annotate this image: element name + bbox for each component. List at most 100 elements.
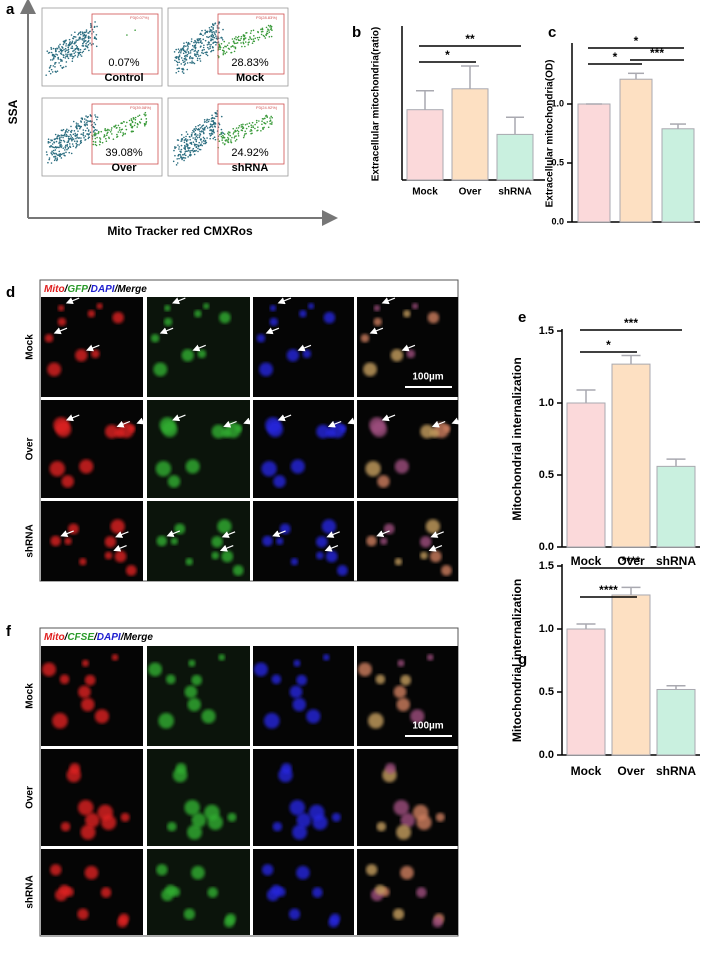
micrograph bbox=[147, 646, 250, 746]
gate bbox=[91, 13, 159, 75]
event-dot bbox=[54, 66, 56, 68]
event-dot bbox=[184, 139, 186, 141]
cell bbox=[201, 709, 216, 724]
header-part: DAPI bbox=[97, 632, 121, 643]
event-dot bbox=[182, 72, 185, 74]
event-dot bbox=[176, 67, 179, 70]
event-dot bbox=[58, 46, 60, 49]
event-dot bbox=[185, 131, 188, 133]
event-dot bbox=[117, 124, 120, 127]
event-dot bbox=[58, 62, 60, 64]
event-dot bbox=[240, 37, 242, 40]
event-dot bbox=[46, 153, 48, 156]
event-dot bbox=[105, 140, 108, 142]
cell bbox=[375, 674, 386, 685]
cell bbox=[302, 349, 312, 359]
event-dot bbox=[199, 144, 202, 147]
event-dot bbox=[55, 152, 57, 155]
event-dot bbox=[54, 133, 57, 136]
event-dot bbox=[252, 29, 255, 32]
cell bbox=[217, 519, 232, 534]
event-dot bbox=[191, 57, 194, 60]
event-dot bbox=[194, 144, 196, 147]
event-dot bbox=[75, 125, 78, 128]
event-dot bbox=[261, 117, 264, 120]
event-dot bbox=[182, 46, 185, 48]
cell bbox=[322, 654, 330, 661]
event-dot bbox=[181, 153, 184, 156]
cell bbox=[325, 550, 338, 563]
event-dot bbox=[234, 129, 236, 132]
event-dot bbox=[87, 32, 89, 34]
event-dot bbox=[56, 47, 59, 50]
event-dot bbox=[133, 117, 135, 120]
event-dot bbox=[231, 136, 233, 139]
image-bg bbox=[41, 646, 143, 746]
event-dot bbox=[221, 137, 224, 139]
event-dot bbox=[240, 35, 243, 38]
row-label: Over bbox=[25, 437, 36, 460]
header-part: / bbox=[64, 632, 69, 643]
micrograph bbox=[253, 749, 354, 846]
event-dot bbox=[199, 134, 201, 137]
event-dot bbox=[212, 137, 215, 140]
event-dot bbox=[211, 133, 214, 135]
event-dot bbox=[50, 46, 52, 49]
event-dot bbox=[211, 33, 214, 36]
event-dot bbox=[60, 136, 62, 138]
event-dot bbox=[187, 46, 189, 48]
event-dot bbox=[193, 62, 196, 65]
y-tick-label: 0.0 bbox=[539, 749, 554, 761]
cell bbox=[430, 428, 440, 438]
event-dot bbox=[59, 43, 61, 46]
event-dot bbox=[199, 130, 201, 133]
event-dot bbox=[213, 117, 215, 119]
event-dot bbox=[192, 150, 195, 153]
cell bbox=[410, 709, 425, 724]
event-dot bbox=[72, 145, 75, 147]
event-dot bbox=[247, 43, 250, 46]
event-dot bbox=[264, 37, 267, 39]
event-dot bbox=[47, 161, 49, 164]
cell bbox=[170, 537, 179, 545]
pointer-arrow bbox=[53, 327, 68, 335]
event-dot bbox=[238, 124, 241, 127]
event-dot bbox=[51, 150, 53, 153]
event-dot bbox=[120, 122, 123, 125]
event-dot bbox=[50, 51, 53, 54]
event-dot bbox=[60, 157, 63, 159]
event-dot bbox=[84, 36, 87, 38]
event-dot bbox=[240, 42, 242, 44]
event-dot bbox=[53, 141, 55, 143]
event-dot bbox=[180, 133, 183, 136]
cell bbox=[357, 662, 372, 677]
event-dot bbox=[235, 127, 238, 129]
cell bbox=[400, 812, 416, 828]
event-dot bbox=[62, 128, 65, 131]
event-dot bbox=[214, 33, 216, 36]
event-dot bbox=[266, 116, 269, 119]
event-dot bbox=[252, 34, 255, 37]
event-dot bbox=[52, 149, 55, 152]
event-dot bbox=[47, 138, 50, 141]
event-dot bbox=[62, 66, 65, 68]
cell bbox=[400, 865, 414, 880]
event-dot bbox=[206, 35, 208, 38]
event-dot bbox=[180, 138, 183, 141]
event-dot bbox=[82, 133, 84, 136]
event-dot bbox=[242, 42, 245, 45]
event-dot bbox=[131, 130, 133, 132]
event-dot bbox=[85, 29, 88, 31]
event-dot bbox=[231, 38, 234, 40]
cell bbox=[47, 362, 62, 377]
event-dot bbox=[209, 47, 212, 49]
event-dot bbox=[51, 71, 54, 73]
event-dot bbox=[73, 140, 76, 143]
event-dot bbox=[122, 133, 125, 136]
event-dot bbox=[233, 41, 235, 44]
event-dot bbox=[210, 129, 213, 131]
event-dot bbox=[138, 114, 141, 117]
event-dot bbox=[234, 46, 237, 49]
cell bbox=[187, 824, 203, 840]
event-dot bbox=[113, 125, 115, 128]
